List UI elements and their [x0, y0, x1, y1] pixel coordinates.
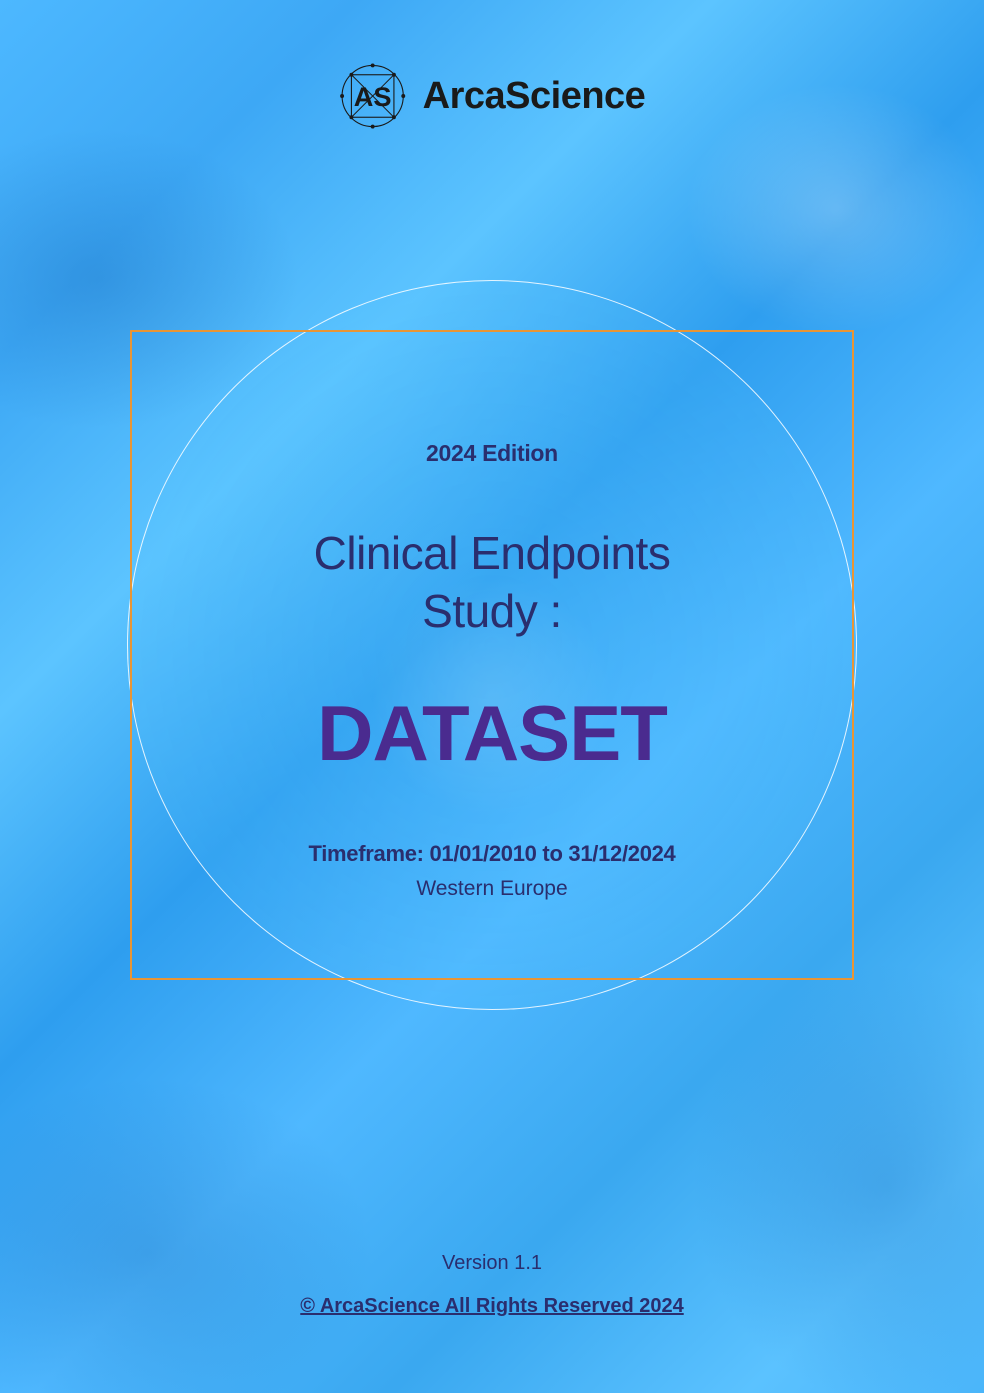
- version-label: Version 1.1: [0, 1252, 984, 1275]
- company-name: ArcaScience: [423, 75, 646, 118]
- logo-icon: AS: [339, 62, 407, 130]
- footer: Version 1.1 © ArcaScience All Rights Res…: [0, 1252, 984, 1318]
- svg-text:AS: AS: [354, 81, 392, 112]
- logo-container: AS ArcaScience: [339, 62, 646, 130]
- content-area: 2024 Edition Clinical Endpoints Study : …: [0, 330, 984, 980]
- title-line-1: Clinical Endpoints: [314, 525, 671, 583]
- title-line-2: Study :: [422, 583, 562, 641]
- timeframe-label: Timeframe: 01/01/2010 to 31/12/2024: [308, 841, 675, 867]
- dataset-title: DATASET: [317, 688, 667, 779]
- copyright-label: © ArcaScience All Rights Reserved 2024: [0, 1295, 984, 1318]
- edition-label: 2024 Edition: [426, 440, 558, 467]
- region-label: Western Europe: [416, 877, 567, 901]
